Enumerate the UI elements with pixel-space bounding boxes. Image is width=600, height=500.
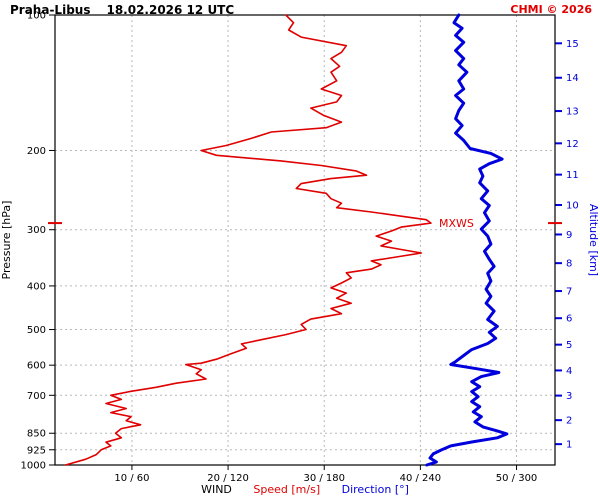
svg-text:11: 11 <box>566 170 579 181</box>
svg-text:6: 6 <box>566 314 572 325</box>
svg-text:925: 925 <box>27 445 46 456</box>
svg-text:20 / 120: 20 / 120 <box>207 473 249 484</box>
svg-text:850: 850 <box>27 429 46 440</box>
svg-text:15: 15 <box>566 39 579 50</box>
svg-text:1000: 1000 <box>21 461 46 472</box>
svg-text:30 / 180: 30 / 180 <box>303 473 345 484</box>
svg-text:MXWS: MXWS <box>439 217 474 230</box>
svg-text:2: 2 <box>566 416 572 427</box>
station-name: Praha-Libus <box>10 3 91 17</box>
svg-text:700: 700 <box>27 391 46 402</box>
svg-text:300: 300 <box>27 225 46 236</box>
legend-speed-label: Speed [m/s] <box>253 483 321 496</box>
svg-text:9: 9 <box>566 230 572 241</box>
chart-title: Praha-Libus 18.02.2026 12 UTC <box>10 3 234 17</box>
svg-text:13: 13 <box>566 107 579 118</box>
svg-text:Altitude [km]: Altitude [km] <box>587 204 600 276</box>
svg-text:14: 14 <box>566 73 579 84</box>
svg-text:10: 10 <box>566 200 579 211</box>
svg-text:600: 600 <box>27 361 46 372</box>
svg-text:8: 8 <box>566 259 572 270</box>
svg-text:7: 7 <box>566 287 572 298</box>
svg-text:10 / 60: 10 / 60 <box>114 473 149 484</box>
svg-text:12: 12 <box>566 139 579 150</box>
svg-text:100: 100 <box>27 11 46 22</box>
svg-text:5: 5 <box>566 340 572 351</box>
copyright-label: CHMI © 2026 <box>510 3 592 16</box>
svg-text:50 / 300: 50 / 300 <box>496 473 538 484</box>
x-axis-legend: WIND Speed [m/s] Direction [°] <box>55 483 555 496</box>
svg-text:Pressure [hPa]: Pressure [hPa] <box>0 201 13 280</box>
legend-wind-label: WIND <box>201 483 232 496</box>
svg-text:3: 3 <box>566 391 572 402</box>
svg-text:400: 400 <box>27 281 46 292</box>
svg-text:500: 500 <box>27 325 46 336</box>
svg-text:4: 4 <box>566 366 572 377</box>
observation-datetime: 18.02.2026 12 UTC <box>106 3 235 17</box>
svg-text:40 / 240: 40 / 240 <box>400 473 442 484</box>
svg-text:200: 200 <box>27 146 46 157</box>
svg-text:1: 1 <box>566 440 572 451</box>
legend-direction-label: Direction [°] <box>341 483 409 496</box>
